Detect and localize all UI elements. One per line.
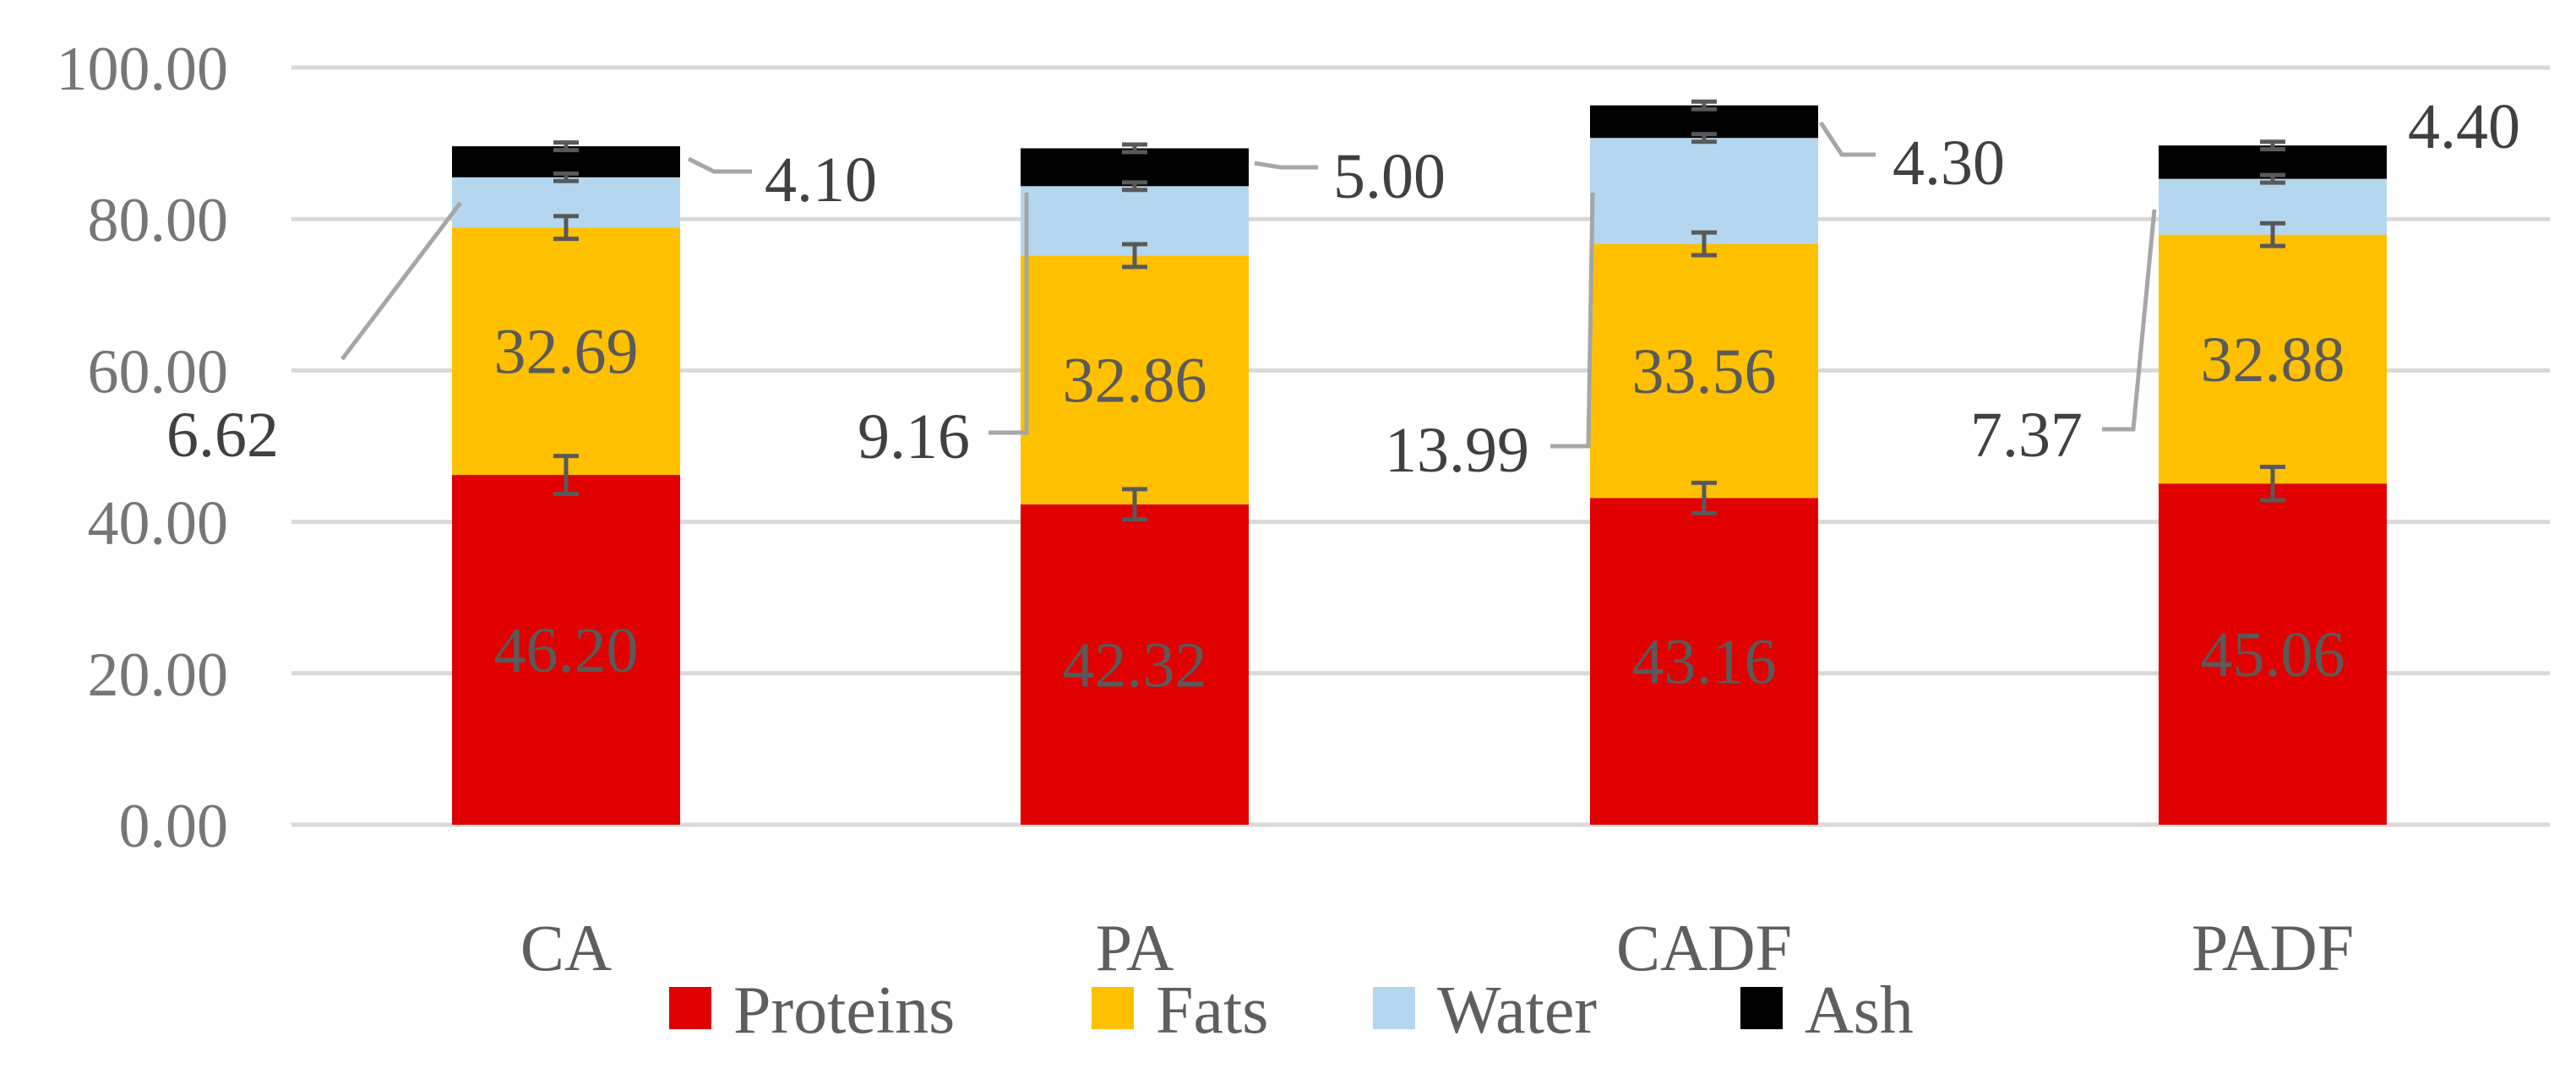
bars bbox=[452, 105, 2387, 825]
bar-fats-padf bbox=[2159, 234, 2387, 484]
data-label-proteins: 46.20 bbox=[494, 615, 639, 686]
bar-proteins-ca bbox=[452, 475, 680, 825]
legend-label: Ash bbox=[1805, 973, 1914, 1048]
legend-swatch bbox=[1092, 987, 1134, 1029]
error-bar bbox=[2260, 221, 2285, 248]
legend-item-proteins: Proteins bbox=[669, 973, 955, 1048]
data-label-water: 6.62 bbox=[166, 400, 279, 471]
legend-item-ash: Ash bbox=[1740, 973, 1914, 1048]
data-label-water: 9.16 bbox=[858, 401, 970, 472]
error-bar bbox=[553, 454, 579, 496]
legend-label: Proteins bbox=[733, 973, 955, 1048]
error-bar bbox=[2260, 172, 2285, 185]
error-bar bbox=[553, 140, 579, 153]
x-tick-label: PADF bbox=[2192, 911, 2354, 984]
data-label-ash: 5.00 bbox=[1333, 141, 1446, 212]
legend-item-water: Water bbox=[1373, 973, 1597, 1048]
leader-line-water bbox=[340, 201, 462, 361]
data-label-ash: 4.30 bbox=[1893, 128, 2005, 199]
leader-line-water bbox=[988, 193, 1029, 435]
bar-fats-cadf bbox=[1590, 243, 1818, 499]
error-bar bbox=[2260, 465, 2285, 503]
data-label-proteins: 42.32 bbox=[1063, 630, 1207, 701]
data-label-proteins: 45.06 bbox=[2201, 619, 2345, 690]
bar-fats-ca bbox=[452, 227, 680, 476]
error-bar bbox=[1122, 487, 1147, 522]
leader-line-ash bbox=[1254, 161, 1318, 170]
x-tick-label: CA bbox=[520, 911, 612, 984]
bar-water-cadf bbox=[1590, 138, 1818, 244]
y-tick-label: 0.00 bbox=[119, 792, 229, 861]
data-label-water: 7.37 bbox=[1970, 400, 2083, 471]
data-label-fats: 32.86 bbox=[1063, 346, 1207, 417]
error-bar bbox=[553, 214, 579, 242]
data-label-fats: 33.56 bbox=[1632, 336, 1777, 407]
error-bar bbox=[1691, 132, 1717, 144]
data-label-ash: 4.40 bbox=[2408, 91, 2520, 162]
bar-fats-pa bbox=[1021, 255, 1249, 504]
legend-swatch bbox=[1373, 987, 1415, 1029]
leader-lines bbox=[340, 121, 2157, 449]
leader-line-water bbox=[2102, 209, 2157, 432]
x-tick-label: PA bbox=[1096, 911, 1174, 984]
leader-line-water bbox=[1550, 192, 1595, 449]
x-axis: CA PA CADF PADF bbox=[520, 911, 2354, 984]
data-label-proteins: 43.16 bbox=[1632, 627, 1777, 698]
error-bar bbox=[553, 171, 579, 183]
legend: Proteins Fats Water Ash bbox=[669, 973, 1914, 1048]
data-label-water: 13.99 bbox=[1385, 415, 1529, 486]
legend-item-fats: Fats bbox=[1092, 973, 1268, 1048]
legend-swatch bbox=[669, 987, 711, 1029]
error-bars bbox=[553, 99, 2285, 522]
x-tick-label: CADF bbox=[1616, 911, 1792, 984]
leader-line-ash bbox=[687, 156, 752, 174]
legend-label: Fats bbox=[1156, 973, 1268, 1048]
y-tick-label: 40.00 bbox=[88, 489, 229, 559]
leader-line-ash bbox=[1818, 121, 1876, 157]
y-tick-label: 80.00 bbox=[88, 186, 229, 255]
y-axis: 0.00 20.00 40.00 60.00 80.00 100.00 bbox=[57, 35, 229, 861]
y-tick-label: 20.00 bbox=[88, 641, 229, 710]
error-bar bbox=[1122, 180, 1147, 193]
error-bar bbox=[1122, 142, 1147, 155]
legend-label: Water bbox=[1437, 973, 1597, 1048]
legend-swatch bbox=[1740, 987, 1783, 1029]
y-tick-label: 60.00 bbox=[88, 337, 229, 406]
data-label-fats: 32.88 bbox=[2201, 324, 2345, 395]
bar-proteins-padf bbox=[2159, 483, 2387, 825]
data-label-fats: 32.69 bbox=[494, 317, 639, 388]
error-bar bbox=[2260, 139, 2285, 152]
error-bar bbox=[1691, 230, 1717, 258]
bar-proteins-pa bbox=[1021, 504, 1249, 825]
bar-ash-pa bbox=[1021, 148, 1249, 187]
bar-proteins-cadf bbox=[1590, 498, 1818, 825]
y-tick-label: 100.00 bbox=[57, 35, 229, 104]
data-labels: 46.20 42.32 43.16 45.06 32.69 32.86 33.56 32.88… bbox=[166, 91, 2520, 701]
error-bar bbox=[1122, 242, 1147, 270]
error-bar bbox=[1691, 99, 1717, 112]
error-bar bbox=[1691, 480, 1717, 515]
data-label-ash: 4.10 bbox=[765, 144, 877, 215]
